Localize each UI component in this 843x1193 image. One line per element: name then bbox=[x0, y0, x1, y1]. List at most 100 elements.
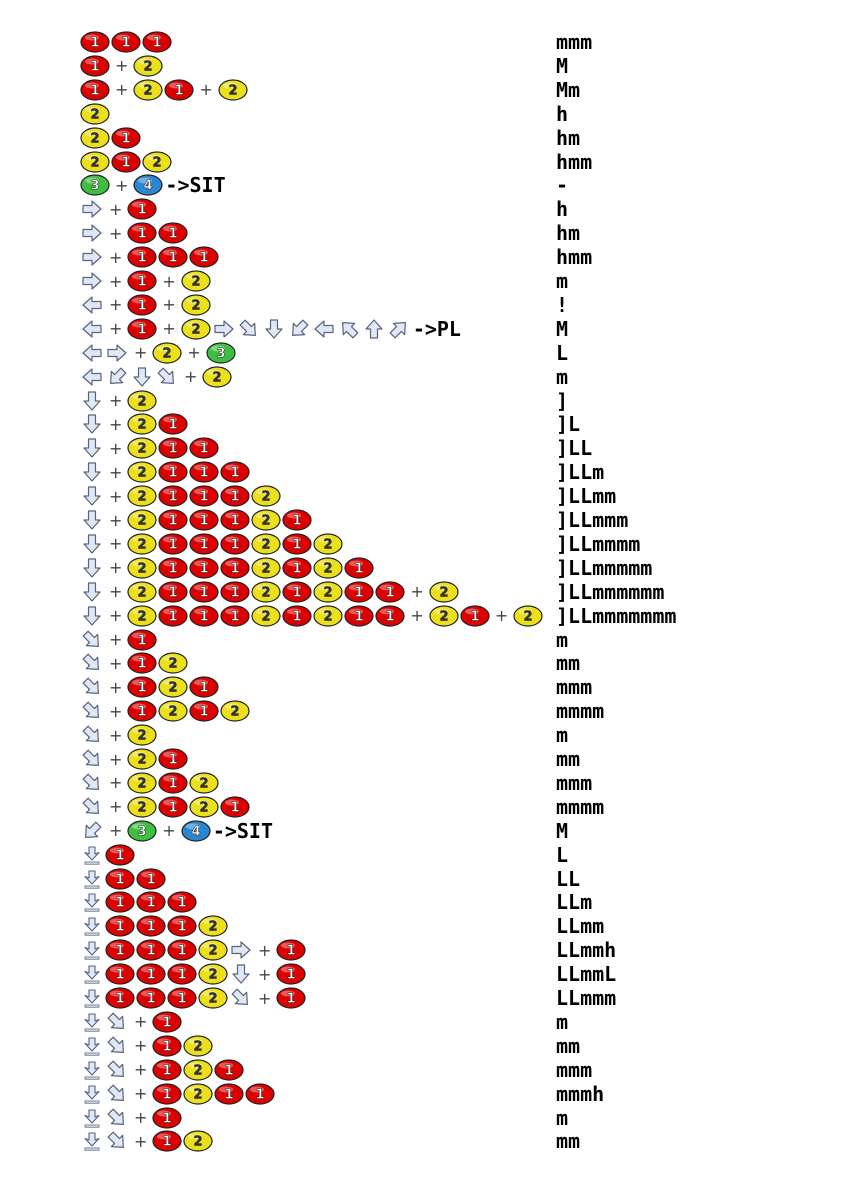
hit-levels: mmm bbox=[556, 770, 593, 795]
button-1-icon: 1 bbox=[189, 604, 220, 627]
button-1-icon: 1 bbox=[214, 1059, 245, 1081]
move-input-sequence: +1 1 bbox=[80, 221, 189, 245]
move-input-sequence: +2 bbox=[80, 723, 158, 747]
button-1-icon: 1 bbox=[158, 772, 189, 794]
hit-levels: mmmh bbox=[556, 1081, 605, 1106]
move-row: +1 2 1 mmm bbox=[80, 675, 820, 699]
button-1-icon: 1 bbox=[220, 485, 251, 507]
plus-separator: + bbox=[184, 367, 198, 387]
move-row: +2 1 mm bbox=[80, 747, 820, 771]
move-input-sequence: 1 1 1 2 +1 bbox=[80, 938, 307, 962]
move-row: +2 1 1 1 2 1 2 1 1 +2 1 +2]LLmmmmmmm bbox=[80, 604, 820, 628]
svg-text:1: 1 bbox=[138, 203, 147, 218]
button-1-icon: 1 bbox=[158, 509, 189, 531]
svg-text:1: 1 bbox=[256, 1087, 265, 1102]
button-2-icon: 2 bbox=[429, 604, 459, 627]
button-1-icon: 1 bbox=[136, 963, 166, 985]
plus-separator: + bbox=[109, 486, 123, 506]
hit-levels: - bbox=[556, 173, 569, 198]
move-row: +1 +2 m bbox=[80, 269, 820, 293]
while-standing-icon bbox=[80, 1130, 104, 1152]
hit-levels: mm bbox=[556, 747, 581, 771]
button-1-icon: 1 bbox=[282, 533, 313, 555]
button-1-icon: 1 bbox=[282, 557, 313, 579]
svg-text:1: 1 bbox=[146, 896, 155, 911]
button-1-icon: 1 bbox=[136, 915, 166, 937]
hit-levels: ]LLmm bbox=[556, 484, 617, 509]
svg-text:1: 1 bbox=[115, 944, 124, 959]
hit-levels: LLmmh bbox=[556, 938, 617, 963]
move-row: +2 1 1 1 2 1]LLmmm bbox=[80, 508, 820, 532]
button-1-icon: 1 bbox=[152, 1082, 183, 1105]
move-input-sequence: +2 1 bbox=[80, 412, 189, 436]
svg-text:1: 1 bbox=[90, 83, 99, 98]
plus-separator: + bbox=[134, 1084, 148, 1104]
svg-text:1: 1 bbox=[355, 561, 364, 576]
arrow-back-icon bbox=[312, 318, 336, 340]
move-row: +1 2 1 2 mmmm bbox=[80, 699, 820, 723]
move-input-sequence: +2 +3 bbox=[80, 341, 237, 365]
move-row: 1 1 1 2 +1 LLmmL bbox=[80, 962, 820, 986]
svg-text:1: 1 bbox=[200, 561, 209, 576]
button-2-icon: 2 bbox=[127, 581, 158, 603]
plus-separator: + bbox=[109, 630, 123, 649]
button-1-icon: 1 bbox=[158, 437, 189, 459]
button-1-icon: 1 bbox=[127, 700, 158, 722]
arrow-back-icon bbox=[80, 366, 104, 388]
svg-text:1: 1 bbox=[231, 537, 240, 552]
svg-text:2: 2 bbox=[324, 537, 333, 552]
button-1-icon: 1 bbox=[111, 31, 141, 53]
move-input-sequence: +2 1 1 1 2 1 2 bbox=[80, 532, 344, 556]
svg-text:2: 2 bbox=[231, 705, 240, 720]
plus-separator: + bbox=[410, 582, 424, 602]
button-1-icon: 1 bbox=[158, 461, 189, 483]
button-1-icon: 1 bbox=[167, 915, 197, 937]
move-row: 3 +4 ->SIT - bbox=[80, 173, 820, 197]
svg-text:2: 2 bbox=[169, 681, 178, 696]
button-2-icon: 2 bbox=[133, 79, 164, 101]
hit-levels: ]L bbox=[556, 412, 581, 437]
svg-text:1: 1 bbox=[146, 992, 155, 1007]
button-1-icon: 1 bbox=[189, 700, 220, 722]
svg-text:1: 1 bbox=[169, 227, 178, 242]
while-standing-icon bbox=[80, 868, 104, 890]
hit-levels: LLmmm bbox=[556, 986, 617, 1010]
svg-text:1: 1 bbox=[138, 251, 147, 266]
while-standing-icon bbox=[80, 1059, 104, 1081]
arrow-down-icon bbox=[80, 557, 104, 579]
button-1-icon: 1 bbox=[158, 796, 189, 818]
button-2-icon: 2 bbox=[80, 103, 110, 125]
svg-text:1: 1 bbox=[355, 609, 364, 624]
button-1-icon: 1 bbox=[214, 1082, 245, 1105]
plus-separator: + bbox=[109, 510, 123, 530]
button-2-icon: 2 bbox=[313, 604, 344, 627]
button-3-icon: 3 bbox=[206, 342, 236, 364]
svg-text:3: 3 bbox=[90, 179, 99, 194]
move-row: 1 1 1 2 +1 LLmmh bbox=[80, 938, 820, 962]
svg-text:1: 1 bbox=[115, 872, 124, 887]
plus-separator: + bbox=[109, 319, 123, 339]
button-1-icon: 1 bbox=[220, 796, 251, 818]
plus-separator: + bbox=[187, 343, 201, 363]
svg-text:1: 1 bbox=[200, 490, 209, 505]
arrow-down-icon bbox=[80, 437, 104, 459]
svg-text:1: 1 bbox=[200, 537, 209, 552]
move-row: +1 2 mm bbox=[80, 1129, 820, 1153]
move-row: 2 1 hm bbox=[80, 126, 820, 150]
button-1-icon: 1 bbox=[189, 581, 220, 603]
svg-text:1: 1 bbox=[169, 609, 178, 624]
while-standing-icon bbox=[80, 915, 104, 937]
svg-text:1: 1 bbox=[169, 776, 178, 791]
plus-separator: + bbox=[109, 438, 123, 458]
button-1-icon: 1 bbox=[164, 79, 195, 101]
svg-text:2: 2 bbox=[208, 920, 217, 935]
svg-text:1: 1 bbox=[163, 1063, 172, 1078]
while-standing-icon bbox=[80, 891, 104, 913]
move-input-sequence: +2 1 2 1 bbox=[80, 795, 251, 819]
hit-levels: m bbox=[556, 269, 569, 293]
button-2-icon: 2 bbox=[220, 700, 251, 722]
move-row: 2 1 2 hmm bbox=[80, 150, 820, 174]
arrow-down-icon bbox=[80, 533, 104, 555]
svg-text:1: 1 bbox=[355, 585, 364, 600]
while-standing-icon bbox=[80, 963, 104, 985]
